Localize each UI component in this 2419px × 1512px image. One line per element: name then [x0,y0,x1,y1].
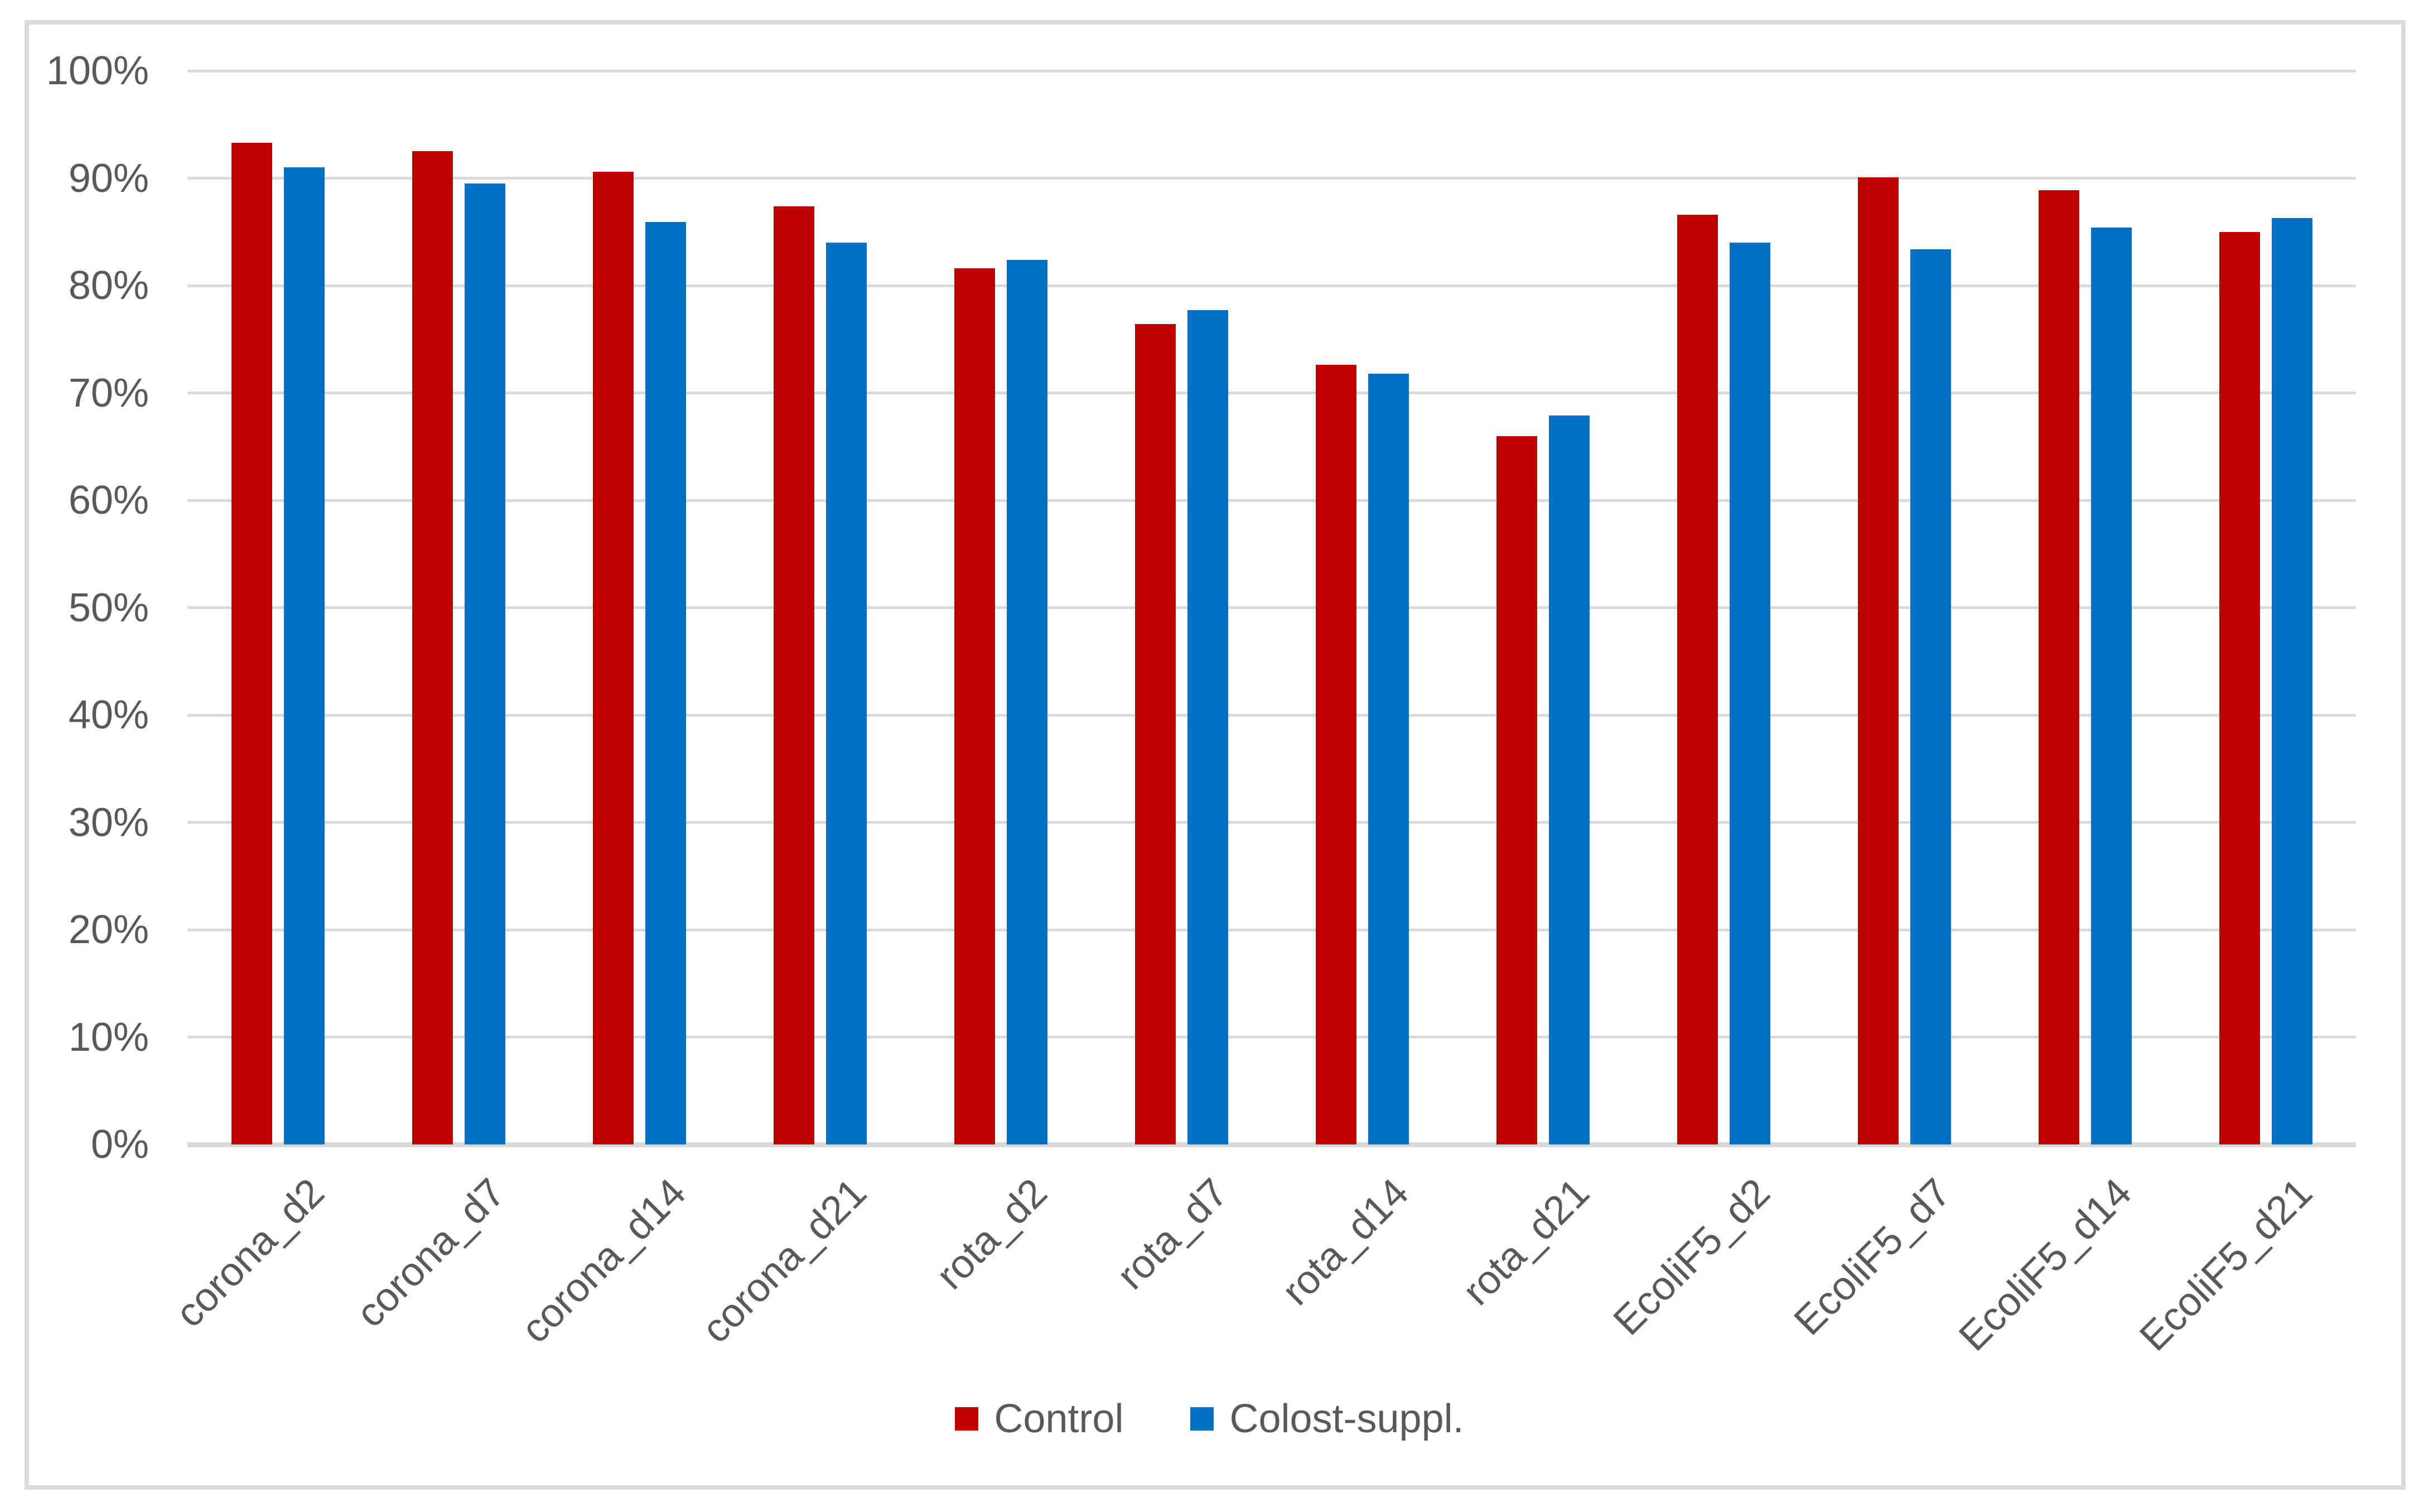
bar-control-rota_d2 [954,268,995,1144]
gridline-10% [187,1036,2356,1038]
x-axis-label-corona_d7: corona_d7 [347,1170,514,1336]
bar-colost-suppl--corona_d2 [283,167,325,1144]
gridline-20% [187,928,2356,931]
bar-colost-suppl--EcoliF5_d21 [2271,218,2312,1144]
bar-control-rota_d7 [1134,324,1176,1144]
legend-label-control: Control [994,1397,1124,1441]
y-tick-label-80%: 80% [68,263,149,308]
x-axis-label-corona_d14: corona_d14 [513,1170,694,1352]
legend-swatch-colost-suppl [1190,1407,1214,1431]
y-tick-label-0%: 0% [90,1122,149,1167]
bar-control-EcoliF5_d14 [2038,190,2079,1144]
bar-colost-suppl--rota_d2 [1006,259,1047,1144]
bar-control-EcoliF5_d21 [2219,231,2260,1144]
gridline-30% [187,821,2356,824]
bar-colost-suppl--rota_d14 [1368,373,1409,1144]
gridline-70% [187,392,2356,394]
x-axis-label-EcoliF5_d2: EcoliF5_d2 [1605,1170,1779,1344]
legend: Control Colost-suppl. [0,1395,2419,1442]
bar-colost-suppl--EcoliF5_d2 [1729,243,1770,1144]
legend-label-colost-suppl: Colost-suppl. [1229,1397,1464,1441]
x-axis-label-rota_d7: rota_d7 [1108,1170,1237,1298]
gridline-100% [187,69,2356,73]
gridline-90% [187,177,2356,180]
x-axis-label-EcoliF5_d21: EcoliF5_d21 [2131,1170,2321,1360]
y-tick-label-50%: 50% [68,585,149,630]
y-tick-label-60%: 60% [68,478,149,523]
bar-colost-suppl--rota_d7 [1187,310,1228,1144]
legend-item-control: Control [955,1395,1123,1442]
x-axis-label-EcoliF5_d7: EcoliF5_d7 [1785,1170,1959,1344]
bar-control-corona_d7 [412,151,453,1144]
x-axis-label-rota_d2: rota_d2 [928,1170,1056,1298]
y-tick-label-70%: 70% [68,370,149,416]
gridline-50% [187,606,2356,609]
bar-control-EcoliF5_d7 [1857,177,1899,1144]
bar-colost-suppl--corona_d21 [825,243,867,1144]
bar-colost-suppl--EcoliF5_d7 [1910,249,1951,1144]
bar-control-corona_d14 [592,171,634,1144]
bar-control-corona_d21 [773,206,814,1144]
bar-control-corona_d2 [231,142,272,1144]
legend-swatch-control [955,1407,979,1431]
gridline-60% [187,499,2356,502]
bar-control-EcoliF5_d2 [1677,214,1718,1144]
y-tick-label-10%: 10% [68,1015,149,1060]
y-tick-label-100%: 100% [46,49,149,93]
bar-colost-suppl--corona_d7 [464,183,505,1144]
y-tick-label-30%: 30% [68,800,149,845]
y-tick-label-20%: 20% [68,907,149,952]
bar-control-rota_d14 [1315,365,1356,1144]
y-tick-label-90%: 90% [68,156,149,201]
x-axis-label-corona_d21: corona_d21 [693,1170,875,1352]
legend-item-colost-suppl: Colost-suppl. [1190,1395,1464,1442]
bar-colost-suppl--corona_d14 [645,222,686,1144]
x-axis-label-corona_d2: corona_d2 [167,1170,333,1336]
x-axis-label-rota_d21: rota_d21 [1454,1170,1598,1314]
bar-control-rota_d21 [1496,436,1537,1144]
x-axis-label-EcoliF5_d14: EcoliF5_d14 [1950,1170,2140,1360]
gridline-40% [187,713,2356,717]
y-tick-label-40%: 40% [68,693,149,737]
bar-colost-suppl--rota_d21 [1548,415,1590,1144]
x-axis-line [187,1142,2356,1147]
gridline-80% [187,284,2356,287]
x-axis-label-rota_d14: rota_d14 [1273,1170,1417,1314]
chart-outer-border [25,20,2406,1490]
bar-colost-suppl--EcoliF5_d14 [2090,228,2132,1144]
